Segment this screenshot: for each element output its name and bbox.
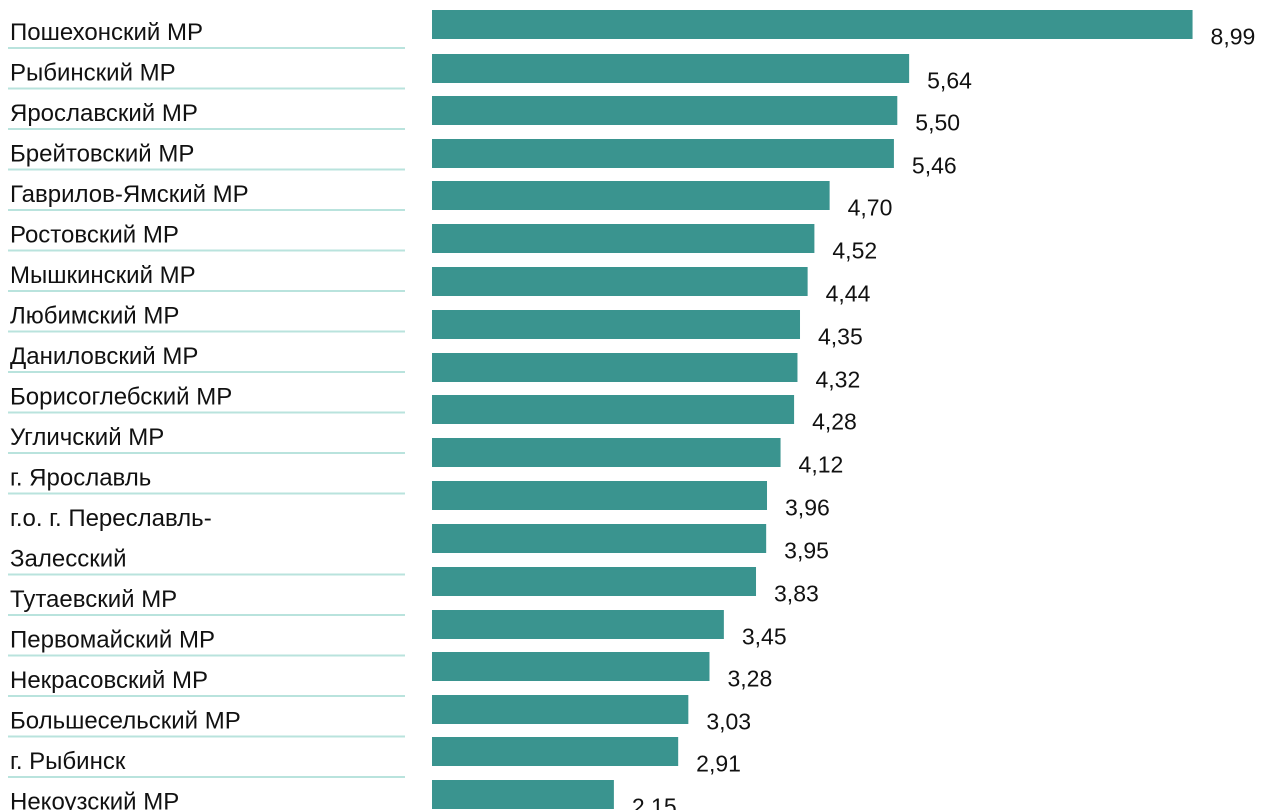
category-label: г. Ярославль bbox=[10, 465, 151, 492]
category-label: Некрасовский МР bbox=[10, 667, 208, 694]
bar bbox=[432, 139, 894, 168]
value-label: 4,32 bbox=[815, 367, 860, 393]
bar bbox=[432, 395, 795, 424]
category-label: Некоузский МР bbox=[10, 789, 179, 810]
category-label: Борисоглебский МР bbox=[10, 384, 232, 411]
value-label: 5,50 bbox=[915, 110, 960, 136]
value-label: 3,95 bbox=[784, 538, 829, 564]
value-label: 3,03 bbox=[706, 709, 751, 735]
value-label: 4,52 bbox=[832, 238, 877, 264]
value-label: 3,45 bbox=[742, 624, 787, 650]
value-label: 5,64 bbox=[927, 68, 972, 94]
value-label: 3,28 bbox=[727, 666, 772, 692]
category-label: Пошехонский МР bbox=[10, 19, 203, 46]
value-label: 3,96 bbox=[785, 495, 830, 521]
value-label: 8,99 bbox=[1211, 24, 1256, 50]
category-label: Даниловский МР bbox=[10, 343, 198, 370]
value-label: 5,46 bbox=[912, 153, 957, 179]
category-label: Мышкинский МР bbox=[10, 262, 196, 289]
bar bbox=[432, 652, 710, 681]
category-label: Ярославский МР bbox=[10, 100, 198, 127]
category-label: г. Рыбинск bbox=[10, 748, 126, 775]
bar bbox=[432, 438, 781, 467]
value-label: 4,35 bbox=[818, 324, 863, 350]
value-label: 4,12 bbox=[799, 452, 844, 478]
bar bbox=[432, 780, 614, 809]
bar bbox=[432, 695, 689, 724]
value-label: 2,15 bbox=[632, 794, 677, 810]
bar bbox=[432, 310, 801, 339]
bar bbox=[432, 181, 830, 210]
value-label: 2,91 bbox=[696, 751, 741, 777]
bar bbox=[432, 481, 768, 510]
category-label: Залесский bbox=[10, 546, 127, 573]
bar bbox=[432, 524, 767, 553]
category-label: Угличский МР bbox=[10, 424, 164, 451]
category-label: Рыбинский МР bbox=[10, 60, 176, 87]
category-label: г.о. г. Переславль- bbox=[10, 505, 212, 532]
category-label: Любимский МР bbox=[10, 303, 179, 330]
bar bbox=[432, 224, 815, 253]
bar bbox=[432, 737, 679, 766]
bar bbox=[432, 54, 910, 83]
category-label: Большесельский МР bbox=[10, 708, 241, 735]
value-label: 4,28 bbox=[812, 409, 857, 435]
category-label: Тутаевский МР bbox=[10, 586, 177, 613]
value-label: 3,83 bbox=[774, 581, 819, 607]
value-label: 4,44 bbox=[826, 281, 871, 307]
bar bbox=[432, 96, 898, 125]
bar bbox=[432, 10, 1193, 39]
category-label: Ростовский МР bbox=[10, 222, 179, 249]
bar bbox=[432, 353, 798, 382]
value-label: 4,70 bbox=[848, 195, 893, 221]
category-label: Первомайский МР bbox=[10, 627, 215, 654]
category-label: Гаврилов-Ямский МР bbox=[10, 181, 249, 208]
category-label: Брейтовский МР bbox=[10, 141, 194, 168]
bar bbox=[432, 267, 808, 296]
bar bbox=[432, 567, 757, 596]
bar bbox=[432, 610, 724, 639]
